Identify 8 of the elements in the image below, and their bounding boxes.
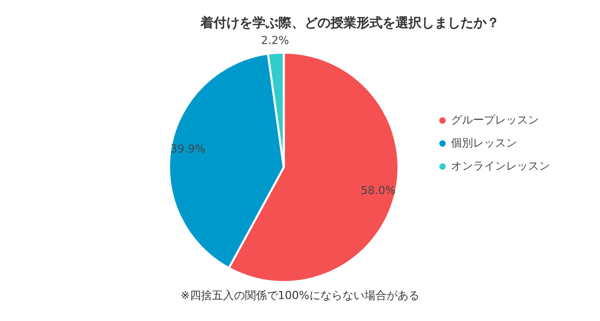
data-label: 58.0% — [360, 184, 396, 198]
legend-label: グループレッスン — [451, 113, 539, 126]
chart-title: 着付けを学ぶ際、どの授業形式を選択しましたか？ — [200, 15, 500, 32]
legend-label: オンラインレッスン — [451, 159, 550, 172]
text: ※四捨五入の関係で100%にならない場合がある — [180, 288, 420, 302]
data-label: 2.2% — [261, 34, 289, 47]
data-label: 39.9% — [170, 142, 206, 156]
legend-label: 個別レッスン — [451, 136, 517, 150]
